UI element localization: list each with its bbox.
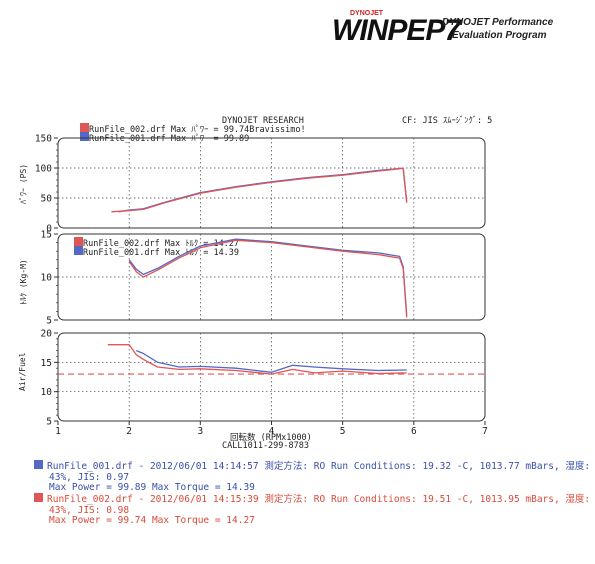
run1-line1: RunFile_001.drf - 2012/06/01 14:14:57 測定… [47, 461, 591, 472]
afr-panel: 5 10 15 20 1 2 3 4 5 6 7 [41, 329, 488, 438]
legend-torque-run2: RunFile_002.drf Max ﾄﾙｸ = 14.27 [74, 237, 239, 249]
afr-xtick-label: 5 [340, 426, 346, 437]
run1-swatch [34, 460, 43, 469]
logo-tagline-1: DYNOJET Performance [442, 17, 554, 28]
run1-line3: Max Power = 99.89 Max Torque = 14.39 [49, 482, 255, 493]
torque-panel: 5 10 15 [41, 230, 486, 327]
run-info-1: RunFile_001.drf - 2012/06/01 14:14:57 測定… [34, 460, 590, 494]
afr-ytick-label: 20 [41, 329, 53, 340]
run2-line3: Max Power = 99.74 Max Torque = 14.27 [49, 515, 255, 526]
afr-ytick-label: 5 [46, 417, 52, 428]
power-panel: 0 50 100 150 [35, 134, 486, 235]
power-ytick-label: 100 [35, 164, 52, 175]
torque-ytick-label: 10 [41, 273, 53, 284]
afr-xtick-label: 2 [126, 426, 132, 437]
logo-small-text: DYNOJET [350, 10, 384, 17]
dyno-chart: 0 50 100 150 5 10 15 5 10 15 20 1 2 3 4 5 6 7 [35, 134, 488, 438]
legend-power-run1-label: RunFile_001.drf Max ﾊﾟﾜｰ = 99.89 [89, 134, 250, 144]
x-axis-label: 回転数 (RPMx1000) [230, 433, 312, 443]
afr-xtick-label: 1 [55, 426, 61, 437]
logo-tagline-2: Evaluation Program [452, 30, 547, 41]
legend-torque-run1: RunFile_001.drf Max ﾄﾙｸ = 14.39 [74, 246, 239, 258]
afr-series-runfile-002-drf [107, 344, 407, 375]
torque-ytick-label: 15 [41, 230, 52, 241]
legend-swatch-run1 [74, 246, 83, 255]
power-series-runfile-002-drf [111, 167, 408, 213]
legend-swatch-run2 [80, 123, 89, 132]
run-info-2: RunFile_002.drf - 2012/06/01 14:15:39 測定… [34, 493, 590, 527]
legend-torque-run1-label: RunFile_001.drf Max ﾄﾙｸ = 14.39 [83, 248, 240, 258]
afr-xtick-label: 6 [411, 426, 417, 437]
afr-ytick-label: 10 [41, 387, 53, 398]
run2-line2: 43%, JIS: 0.98 [49, 504, 130, 516]
legend-power-run2: RunFile_002.drf Max ﾊﾟﾜｰ = 99.74Bravissi… [80, 123, 306, 135]
phone-number: CALL1011-299-8783 [222, 441, 309, 451]
report-title: DYNOJET RESEARCH [222, 116, 304, 126]
power-series-runfile-001-drf [118, 167, 408, 213]
winpep-logo: WINPEP7 [332, 14, 461, 47]
afr-xtick-label: 4 [269, 426, 275, 437]
legend-swatch-run2 [74, 237, 83, 246]
afr-xtick-label: 3 [197, 426, 203, 437]
power-ytick-label: 0 [46, 224, 52, 235]
power-ytick-label: 150 [35, 134, 52, 145]
power-ytick-label: 50 [41, 194, 53, 205]
legend-swatch-run1 [80, 132, 89, 141]
run2-line1: RunFile_002.drf - 2012/06/01 14:15:39 測定… [47, 494, 591, 505]
afr-series-runfile-001-drf [136, 349, 407, 373]
afr-ytick-label: 15 [41, 358, 52, 369]
legend-power-note: Bravissimo! [249, 125, 306, 135]
torque-series-runfile-002-drf [128, 239, 408, 318]
legend-power-run2-label: RunFile_002.drf Max ﾊﾟﾜｰ = 99.74 [89, 125, 250, 135]
legend-power-run1: RunFile_001.drf Max ﾊﾟﾜｰ = 99.89 [80, 132, 249, 144]
afr-xtick-label: 7 [482, 426, 488, 437]
legend-torque-run2-label: RunFile_002.drf Max ﾄﾙｸ = 14.27 [83, 239, 240, 249]
run2-swatch [34, 493, 43, 502]
run1-line2: 43%, JIS: 0.97 [49, 471, 130, 483]
cf-label: CF: JIS ｽﾑｰｼﾞﾝｸﾞ: 5 [402, 116, 493, 126]
torque-ytick-label: 5 [46, 316, 52, 327]
torque-series-runfile-001-drf [128, 238, 408, 315]
